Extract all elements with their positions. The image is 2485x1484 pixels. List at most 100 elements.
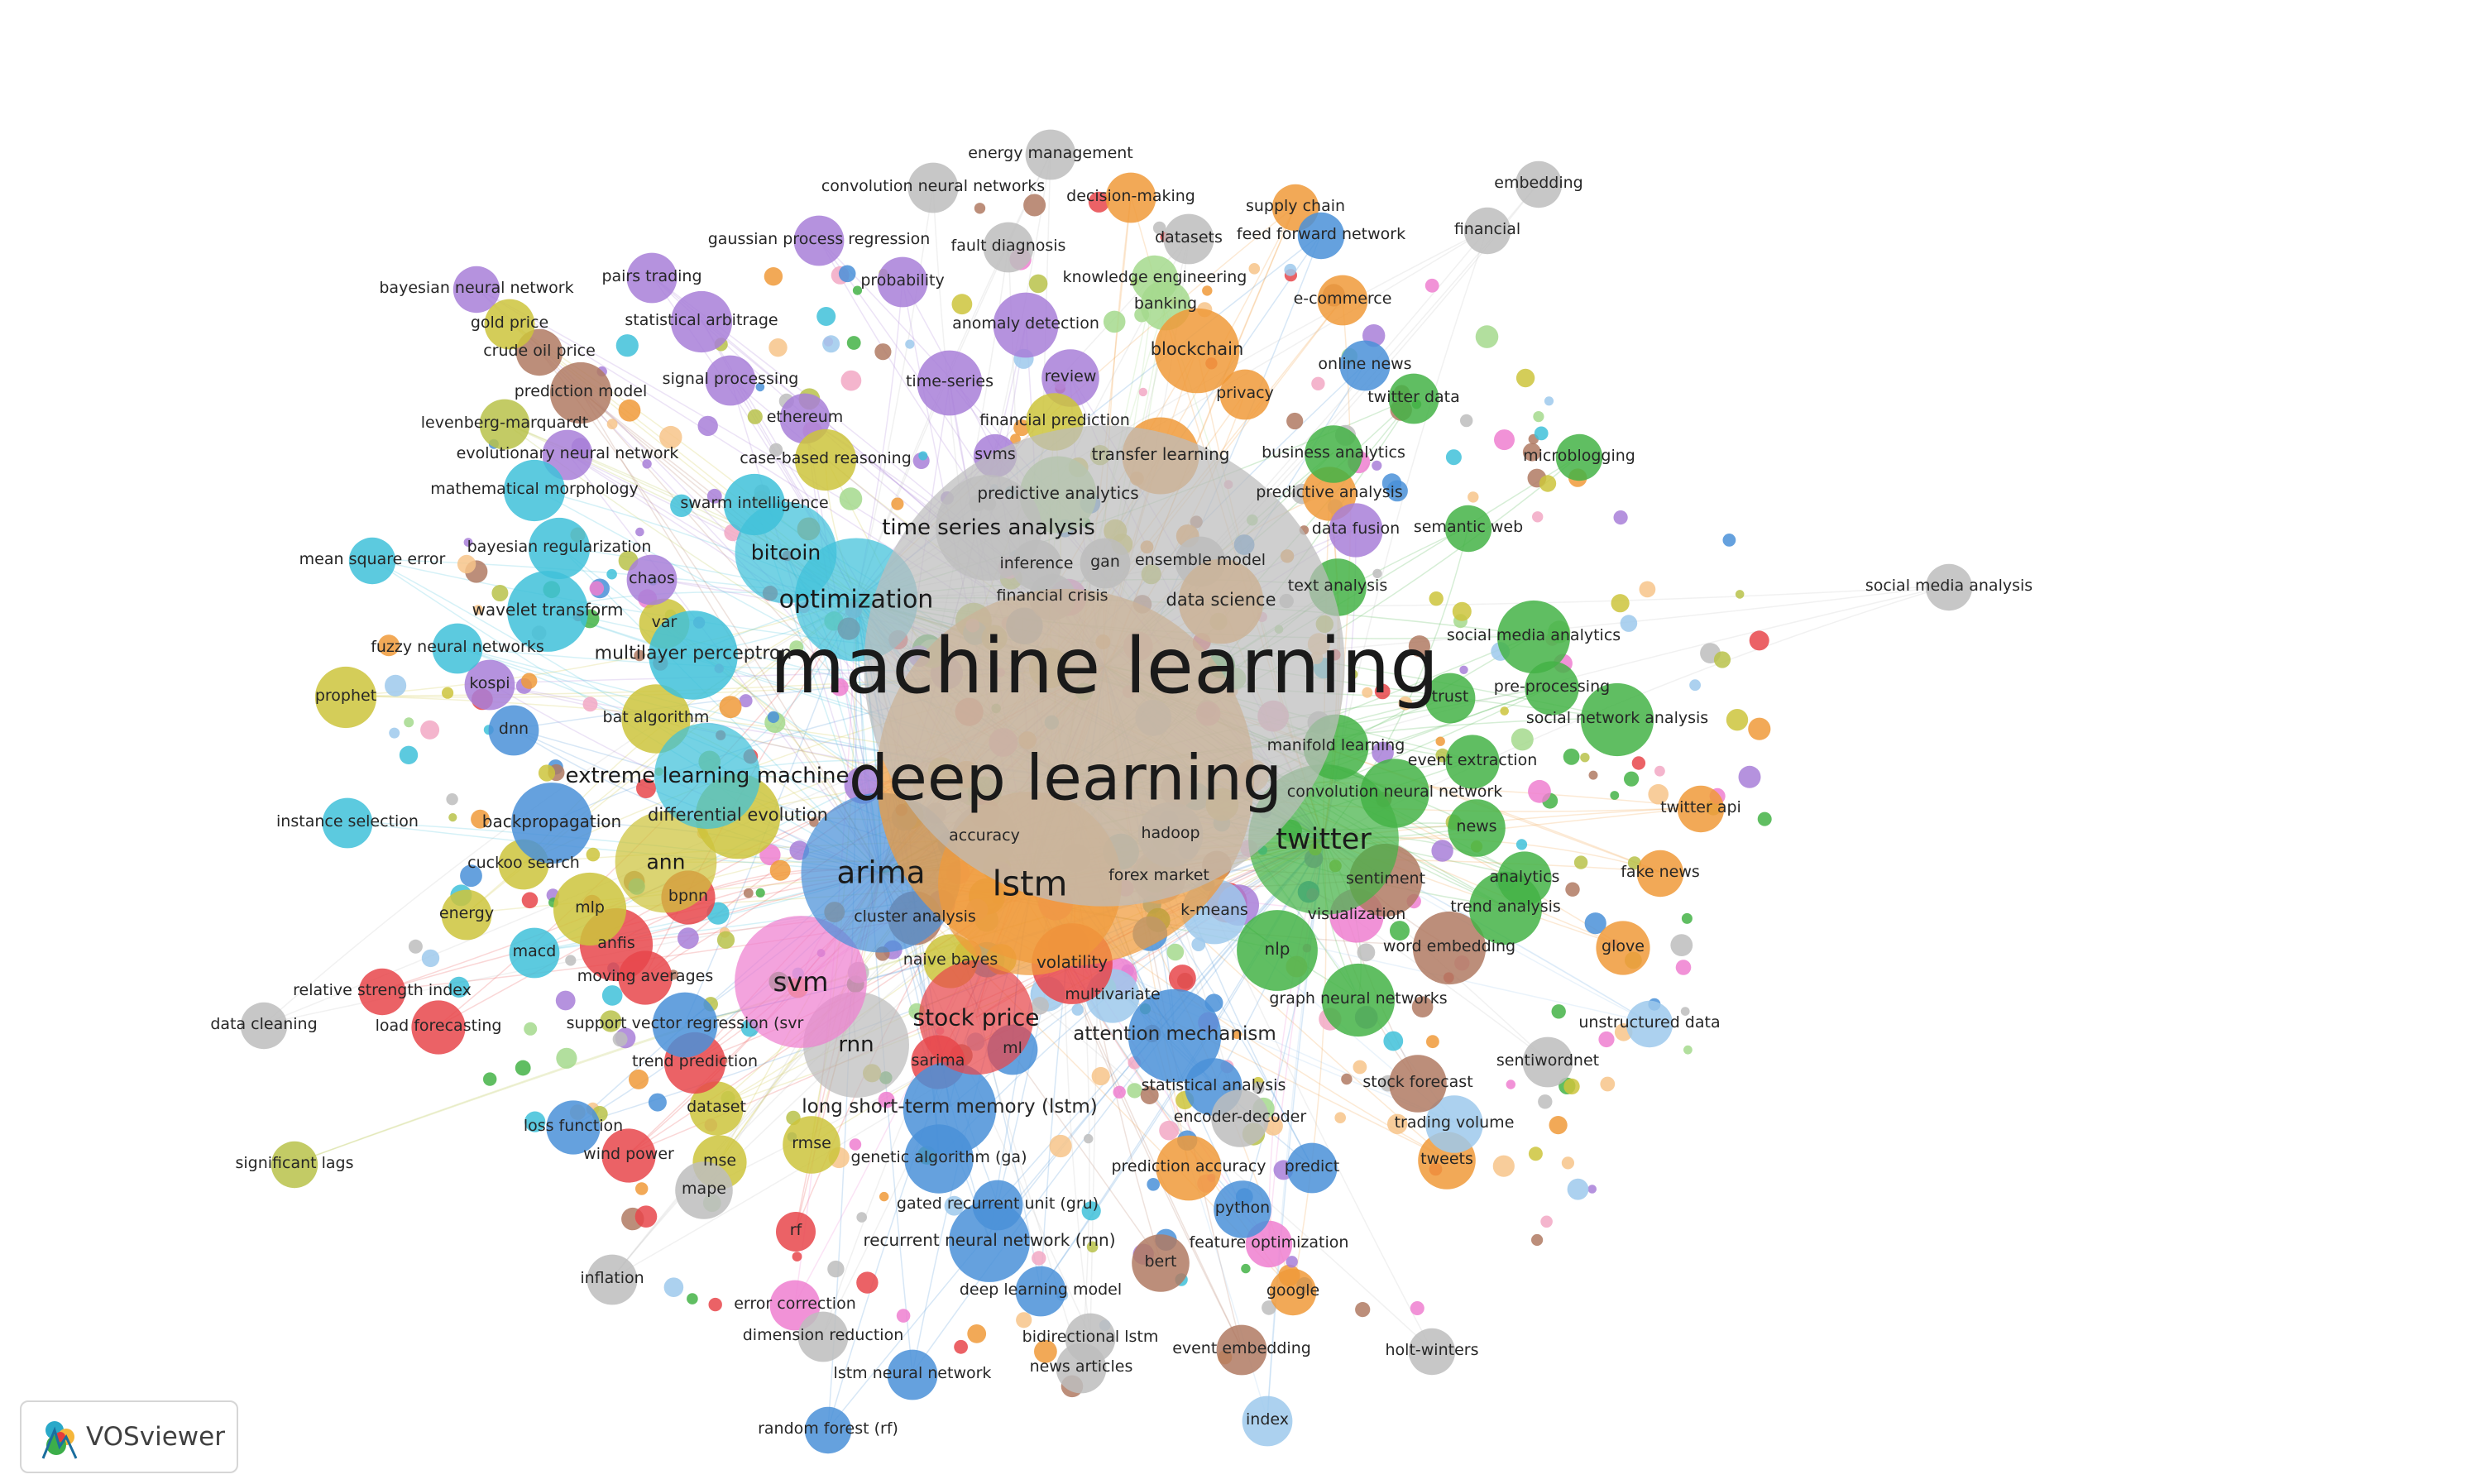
node-label[interactable]: mean square error — [299, 550, 446, 568]
network-node[interactable] — [1297, 212, 1345, 260]
node-label[interactable]: case-based reasoning — [740, 449, 912, 467]
network-node[interactable] — [1329, 503, 1383, 558]
node-label[interactable]: differential evolution — [648, 805, 828, 825]
node-label[interactable]: financial crisis — [997, 586, 1108, 605]
node-label[interactable]: lstm neural network — [834, 1364, 992, 1382]
node-label[interactable]: twitter api — [1660, 798, 1741, 816]
node-label[interactable]: supply chain — [1246, 197, 1345, 215]
network-node[interactable] — [903, 1061, 997, 1156]
node-label[interactable]: stock price — [913, 1004, 1040, 1032]
node-label[interactable]: bpnn — [668, 887, 708, 905]
network-node[interactable] — [1339, 340, 1391, 391]
network-node[interactable] — [411, 1000, 466, 1055]
node-label[interactable]: load forecasting — [376, 1017, 502, 1035]
node-label[interactable]: social network analysis — [1526, 709, 1708, 727]
node-label[interactable]: sarima — [912, 1051, 965, 1070]
network-node[interactable] — [503, 459, 566, 522]
node-label[interactable]: tweets — [1420, 1150, 1473, 1168]
node-label[interactable]: trend prediction — [632, 1052, 758, 1070]
network-node[interactable] — [918, 960, 1034, 1075]
network-node[interactable] — [705, 355, 756, 406]
network-node[interactable] — [1425, 1095, 1483, 1153]
node-label[interactable]: error correction — [734, 1295, 856, 1313]
node-label[interactable]: inference — [1000, 554, 1074, 572]
node-label[interactable]: review — [1045, 367, 1097, 385]
node-label[interactable]: stock forecast — [1362, 1073, 1472, 1091]
network-node[interactable] — [1286, 1142, 1338, 1194]
node-label[interactable]: rnn — [838, 1032, 874, 1057]
node-label[interactable]: embedding — [1494, 174, 1582, 192]
node-label[interactable]: deep learning — [849, 741, 1282, 815]
network-node[interactable] — [1463, 207, 1511, 255]
node-label[interactable]: backpropagation — [482, 811, 621, 831]
network-node[interactable] — [689, 1081, 744, 1136]
node-label[interactable]: recurrent neural network (rnn) — [863, 1230, 1115, 1250]
node-label[interactable]: forex market — [1108, 866, 1209, 884]
node-label[interactable]: knowledge engineering — [1063, 268, 1247, 286]
node-label[interactable]: encoder-decoder — [1174, 1108, 1307, 1126]
network-node[interactable] — [1154, 308, 1240, 394]
node-label[interactable]: time-series — [906, 372, 994, 390]
node-label[interactable]: nlp — [1265, 939, 1290, 959]
node-label[interactable]: kospi — [469, 674, 510, 692]
network-node[interactable] — [348, 537, 396, 585]
node-label[interactable]: moving averages — [577, 967, 713, 985]
node-label[interactable]: deep learning model — [960, 1281, 1122, 1299]
network-node[interactable] — [452, 266, 500, 314]
node-label[interactable]: volatility — [1037, 952, 1108, 972]
node-label[interactable]: mape — [682, 1180, 726, 1198]
node-label[interactable]: relative strength index — [293, 981, 472, 999]
node-label[interactable]: convolution neural network — [1287, 783, 1502, 801]
node-label[interactable]: decision-making — [1066, 187, 1195, 205]
network-node[interactable] — [507, 571, 588, 652]
network-node[interactable] — [587, 1254, 638, 1305]
network-node[interactable] — [542, 429, 593, 481]
node-label[interactable]: social media analytics — [1447, 626, 1621, 644]
node-label[interactable]: google — [1266, 1281, 1319, 1300]
node-label[interactable]: analytics — [1490, 868, 1560, 886]
network-node[interactable] — [1636, 850, 1684, 898]
node-label[interactable]: machine learning — [770, 621, 1439, 711]
node-label[interactable]: microblogging — [1523, 447, 1635, 465]
network-node[interactable] — [949, 1201, 1030, 1282]
node-label[interactable]: long short-term memory (lstm) — [802, 1096, 1097, 1118]
node-label[interactable]: multivariate — [1065, 985, 1160, 1003]
node-label[interactable]: python — [1215, 1199, 1270, 1217]
network-node[interactable] — [1525, 661, 1579, 716]
network-node[interactable] — [484, 299, 535, 350]
network-node[interactable] — [1242, 1395, 1293, 1447]
node-label[interactable]: extreme learning machine — [566, 764, 850, 788]
node-label[interactable]: prediction model — [515, 382, 648, 400]
node-label[interactable]: cuckoo search — [467, 854, 580, 872]
network-node[interactable] — [783, 1116, 840, 1174]
network-node[interactable] — [1596, 921, 1650, 975]
node-label[interactable]: fuzzy neural networks — [371, 638, 544, 656]
node-label[interactable]: dataset — [687, 1098, 746, 1116]
network-node[interactable] — [1216, 1324, 1267, 1376]
node-label[interactable]: gan — [1090, 553, 1120, 571]
node-label[interactable]: crude oil price — [483, 342, 596, 360]
node-label[interactable]: lstm — [993, 864, 1068, 904]
network-node[interactable] — [1015, 1266, 1066, 1317]
node-label[interactable]: statistical arbitrage — [625, 311, 778, 329]
node-label[interactable]: holt-winters — [1386, 1341, 1479, 1359]
network-node[interactable] — [776, 1212, 816, 1252]
node-label[interactable]: evolutionary neural network — [457, 444, 679, 462]
node-label[interactable]: news — [1456, 817, 1496, 835]
network-node[interactable] — [675, 1161, 733, 1219]
network-node[interactable] — [464, 659, 515, 711]
network-node[interactable] — [1056, 1343, 1107, 1394]
network-node[interactable] — [887, 1349, 938, 1400]
network-node[interactable] — [670, 290, 733, 353]
network-node[interactable] — [1389, 1055, 1447, 1113]
network-node[interactable] — [240, 1002, 288, 1050]
node-label[interactable]: fake news — [1621, 863, 1700, 881]
network-node[interactable] — [864, 425, 1345, 907]
node-label[interactable]: convolution neural networks — [821, 177, 1045, 195]
node-label[interactable]: sentiwordnet — [1496, 1051, 1599, 1070]
node-label[interactable]: text analysis — [1288, 577, 1387, 595]
network-node[interactable] — [626, 554, 678, 606]
network-node[interactable] — [358, 968, 406, 1016]
node-label[interactable]: energy — [439, 904, 494, 922]
node-label[interactable]: predictive analysis — [1256, 483, 1403, 501]
